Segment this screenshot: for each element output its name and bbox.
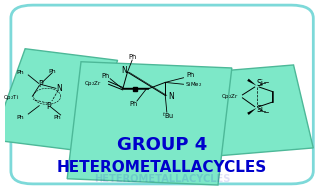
Text: N: N xyxy=(168,92,174,101)
Text: Cp$_2$Ti: Cp$_2$Ti xyxy=(3,93,19,102)
Text: Cp$_2$Zr: Cp$_2$Zr xyxy=(84,79,102,88)
Text: Ph: Ph xyxy=(54,115,61,120)
Text: $^t$Bu: $^t$Bu xyxy=(162,110,174,121)
Text: HETEROMETALLACYCLES: HETEROMETALLACYCLES xyxy=(57,160,267,175)
Text: Si: Si xyxy=(256,105,263,114)
Text: N: N xyxy=(121,66,126,75)
Polygon shape xyxy=(247,79,256,86)
Text: HETEROMETALLACYCLES: HETEROMETALLACYCLES xyxy=(94,174,230,184)
Polygon shape xyxy=(200,65,313,156)
Polygon shape xyxy=(0,49,117,151)
Text: Ph: Ph xyxy=(49,69,56,74)
Text: P: P xyxy=(38,80,42,89)
Polygon shape xyxy=(247,108,256,115)
FancyBboxPatch shape xyxy=(11,5,313,184)
Polygon shape xyxy=(67,62,232,185)
Text: Cp$_2$Zr: Cp$_2$Zr xyxy=(221,92,239,101)
Text: Ph: Ph xyxy=(128,54,136,60)
Text: SiMe$_2$: SiMe$_2$ xyxy=(185,80,202,89)
Text: N: N xyxy=(56,84,62,93)
Text: GROUP 4: GROUP 4 xyxy=(117,136,207,154)
Text: Si: Si xyxy=(256,79,263,88)
Text: Ph: Ph xyxy=(186,72,195,78)
Text: Ph: Ph xyxy=(130,101,138,107)
Text: P: P xyxy=(46,102,51,111)
Text: Ph: Ph xyxy=(16,115,24,120)
Text: Ph: Ph xyxy=(16,70,23,75)
Text: Ph: Ph xyxy=(101,73,109,79)
